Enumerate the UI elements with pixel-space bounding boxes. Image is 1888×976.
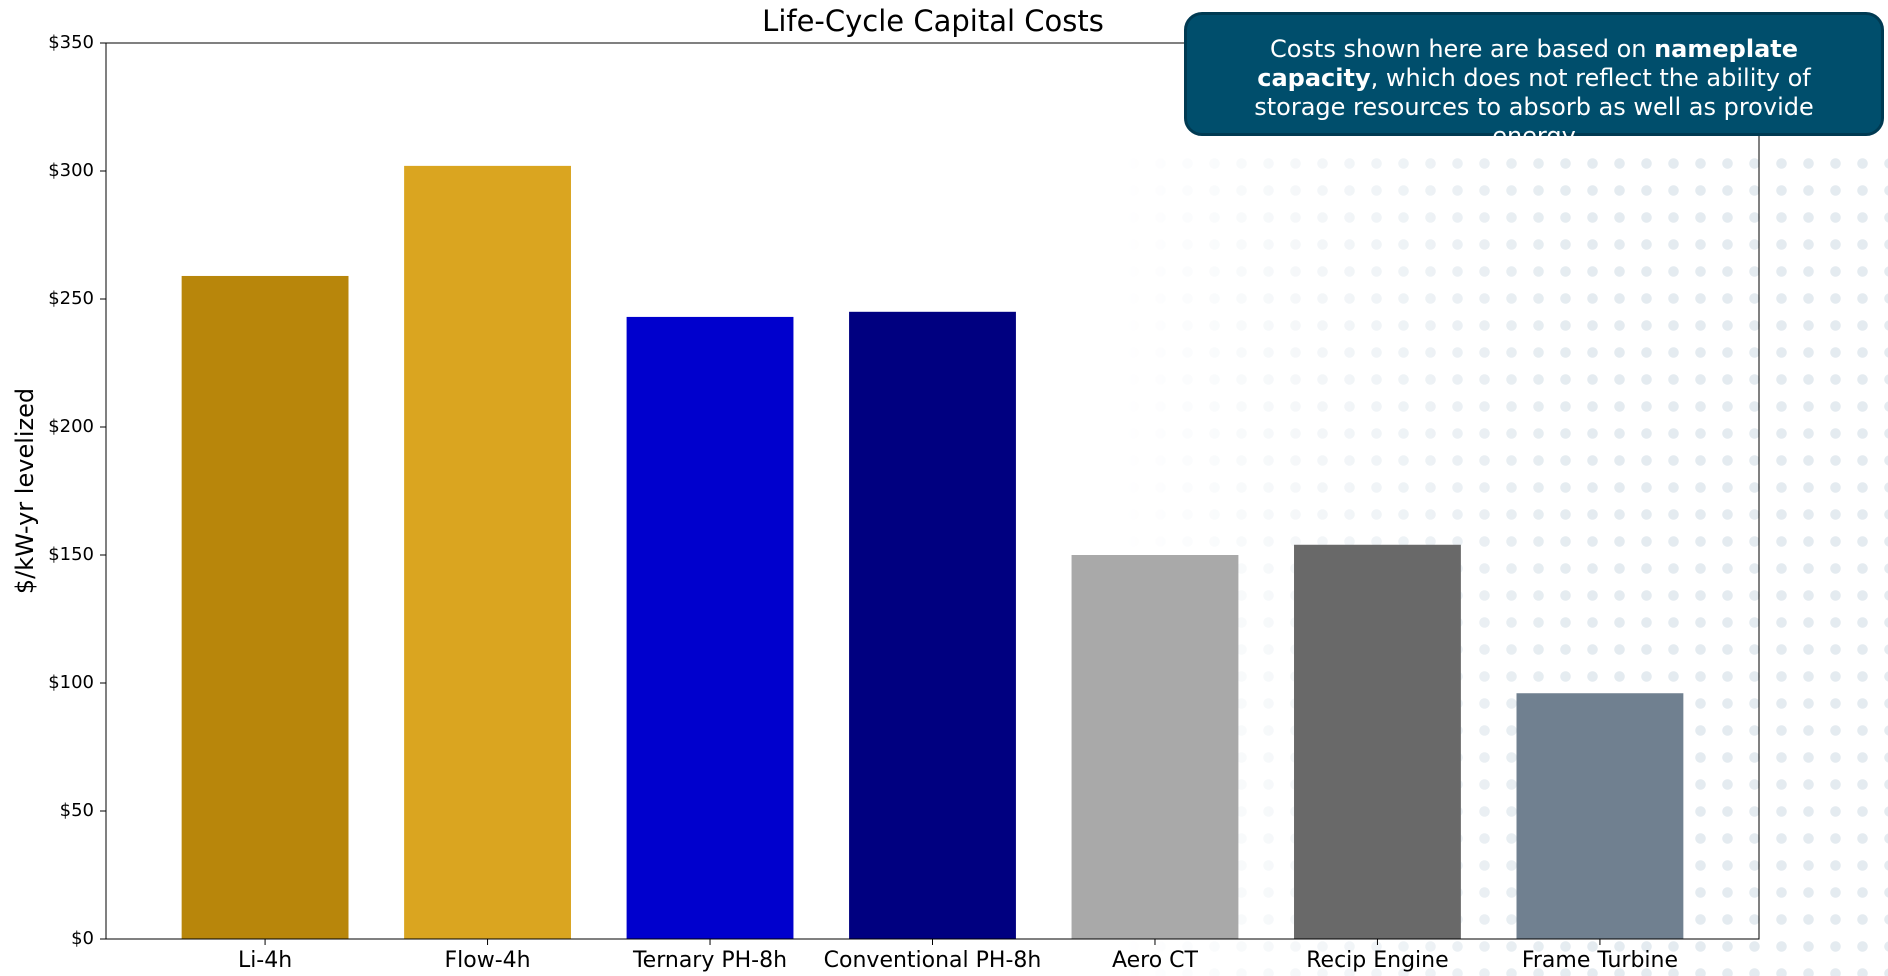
x-tick-label: Conventional PH-8h (824, 948, 1042, 973)
x-tick-label: Li-4h (238, 948, 292, 973)
plot-frame (105, 42, 1760, 940)
y-tick-label: $300 (48, 160, 94, 181)
y-tick-label: $350 (48, 32, 94, 53)
y-tick-label: $0 (71, 928, 94, 949)
bar (1294, 544, 1461, 939)
y-tick-label: $200 (48, 416, 94, 437)
chart-title: Life-Cycle Capital Costs (762, 4, 1104, 38)
y-tick-label: $50 (60, 800, 94, 821)
y-tick-label: $100 (48, 672, 94, 693)
callout-text: , which does not reflect the ability of … (1254, 64, 1814, 150)
callout-bold: nameplate capacity (1257, 35, 1799, 92)
bar (849, 311, 1016, 939)
bar (1071, 555, 1239, 939)
y-axis-label: $/kW-yr levelized (11, 388, 39, 594)
x-tick-label: Recip Engine (1306, 948, 1448, 973)
dot-pattern (1120, 150, 1888, 976)
bar (626, 316, 794, 939)
x-tick-label: Frame Turbine (1522, 948, 1678, 973)
x-tick-label: Aero CT (1112, 948, 1199, 973)
y-tick-label: $250 (48, 288, 94, 309)
y-tick-label: $150 (48, 544, 94, 565)
callout: Costs shown here are based on nameplate … (1184, 12, 1884, 150)
x-tick-label: Ternary PH-8h (632, 948, 787, 973)
bar (1516, 693, 1684, 939)
callout-text: Costs shown here are based on (1269, 35, 1655, 63)
bar (404, 165, 571, 939)
x-tick-label: Flow-4h (444, 948, 530, 973)
bar (181, 275, 349, 940)
